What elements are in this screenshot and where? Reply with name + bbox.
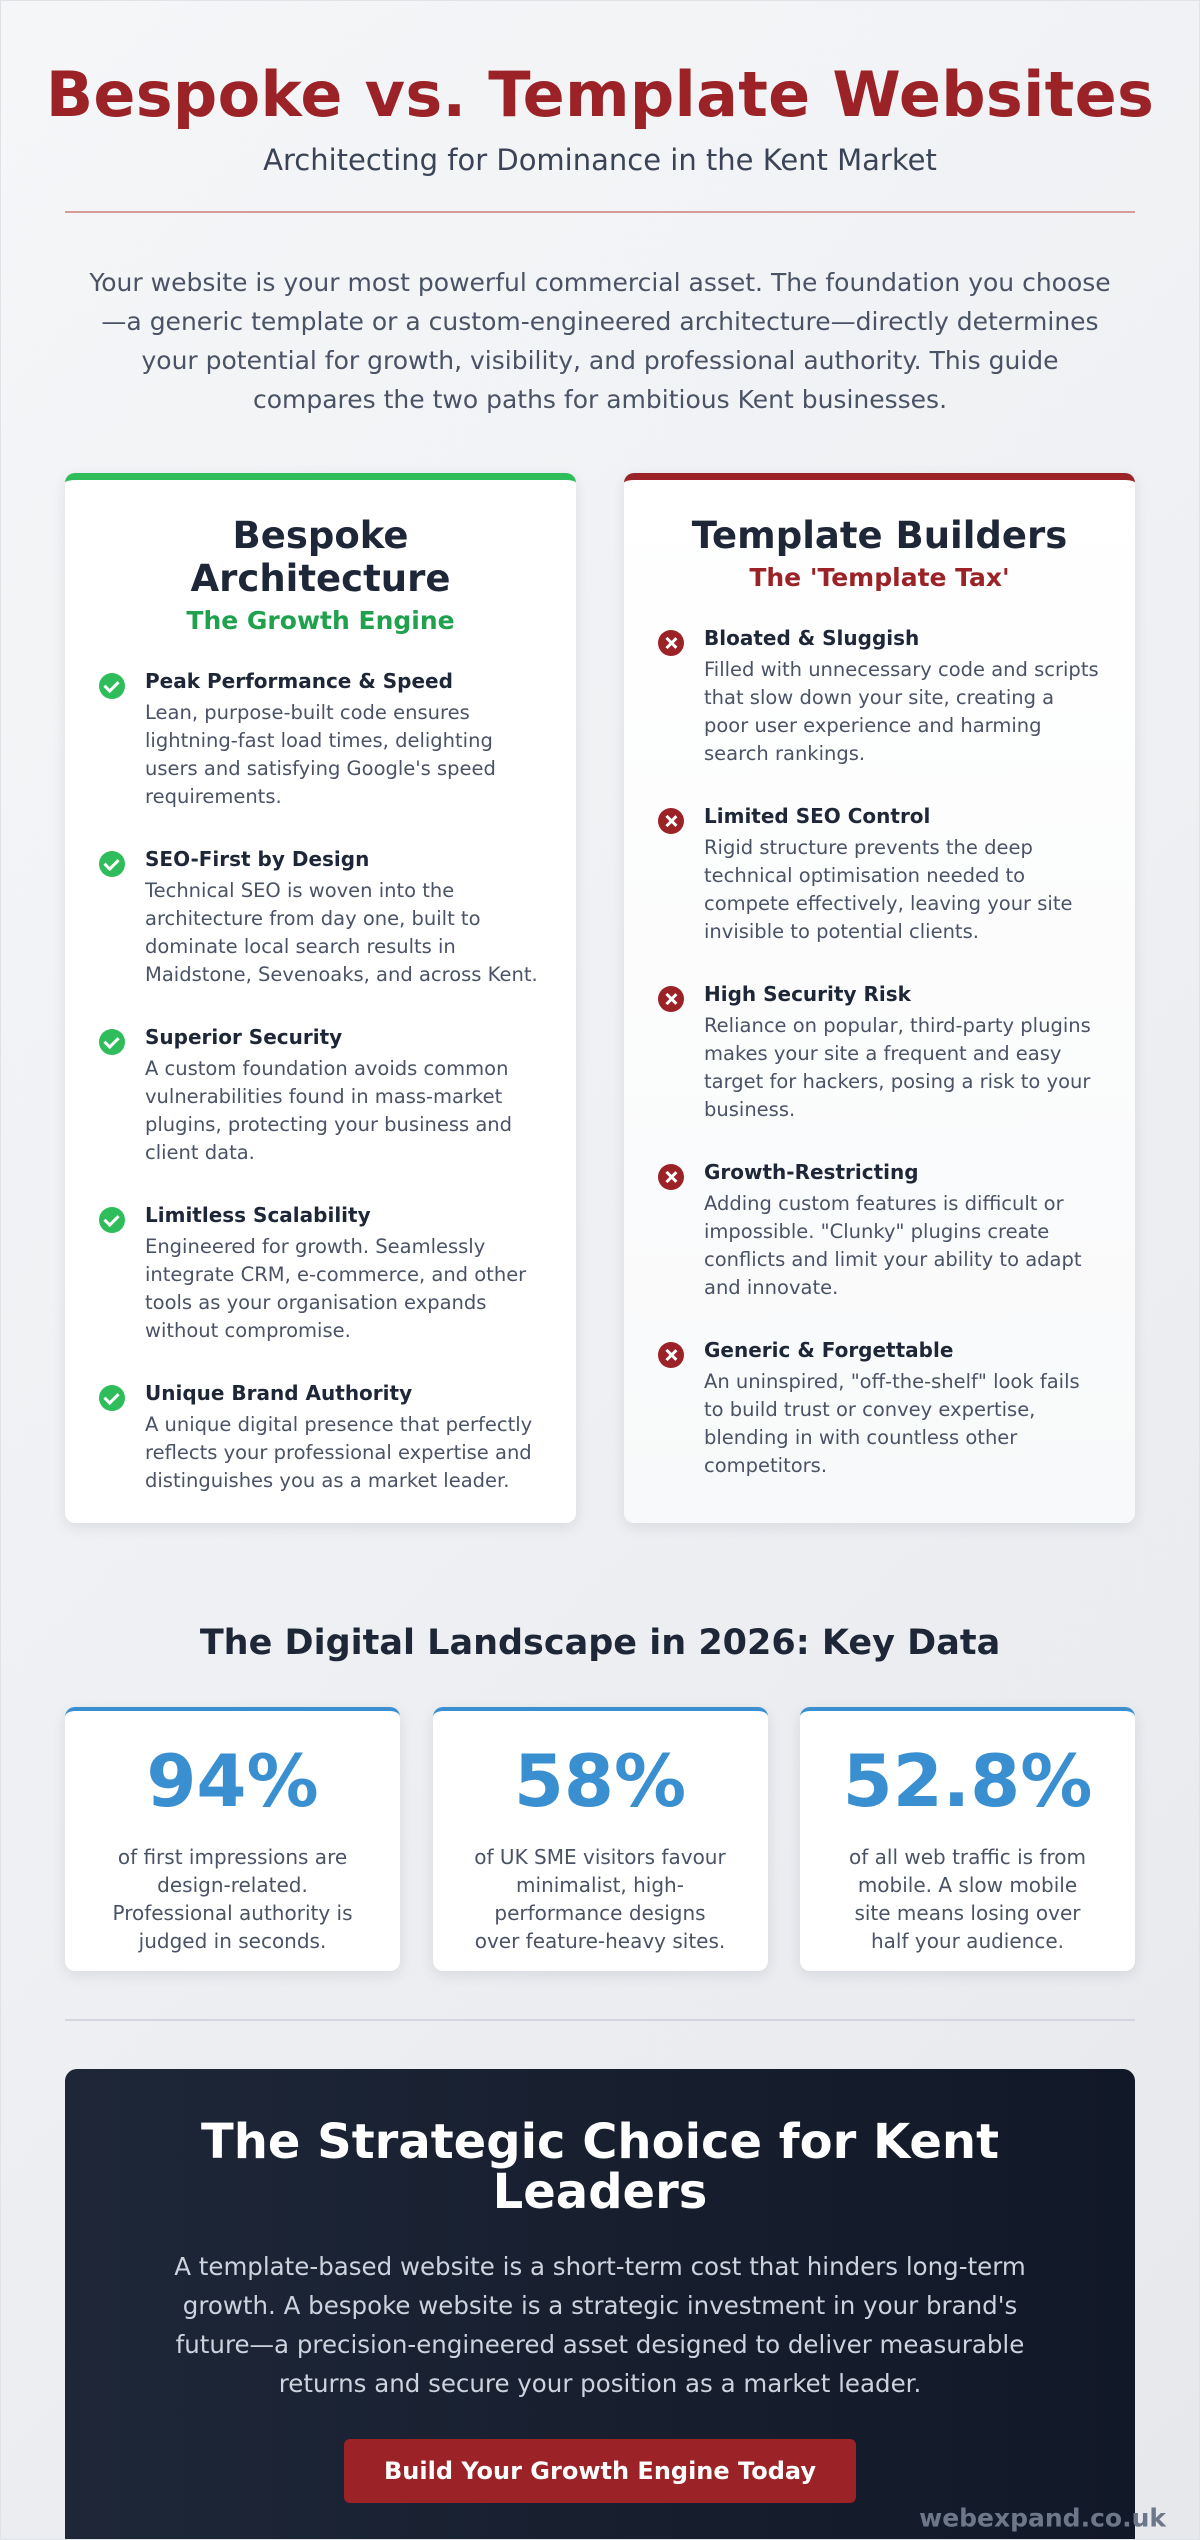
- data-section-title: The Digital Landscape in 2026: Key Data: [199, 1623, 1001, 1663]
- item-text: Adding custom features is difficult or i…: [704, 1192, 1082, 1299]
- list-item: SEO-First by Design Technical SEO is wov…: [99, 847, 542, 989]
- section-divider: [65, 2019, 1135, 2021]
- page-title: Bespoke vs. Template Websites: [45, 58, 1155, 131]
- item-text: Engineered for growth. Seamlessly integr…: [145, 1235, 527, 1342]
- item-text: A unique digital presence that perfectly…: [145, 1413, 533, 1492]
- template-card-title: Template Builders: [691, 514, 1068, 557]
- item-title: Unique Brand Authority: [145, 1381, 413, 1405]
- item-text: Filled with unnecessary code and scripts…: [704, 658, 1099, 765]
- x-circle-icon: [658, 808, 684, 834]
- x-circle-icon: [658, 986, 684, 1012]
- stat-text: of first impressions are design-related.…: [112, 1845, 353, 1953]
- x-circle-icon: [658, 1342, 684, 1368]
- item-title: Superior Security: [145, 1025, 343, 1049]
- item-title: Limited SEO Control: [704, 804, 931, 828]
- footer-url[interactable]: webexpand.co.uk: [919, 2503, 1166, 2533]
- item-title: High Security Risk: [704, 982, 911, 1006]
- x-circle-icon: [658, 1164, 684, 1190]
- stat-text: of all web traffic is from mobile. A slo…: [849, 1845, 1086, 1953]
- item-title: Limitless Scalability: [145, 1203, 371, 1227]
- item-title: SEO-First by Design: [145, 847, 370, 871]
- stats-section: 94% of first impressions are design-rela…: [65, 1707, 1135, 1971]
- bespoke-card-subtitle: The Growth Engine: [186, 606, 455, 635]
- stat-value: 58%: [513, 1739, 687, 1823]
- comparison-section: Bespoke Architecture The Growth Engine P…: [65, 473, 1135, 1523]
- check-circle-icon: [99, 851, 125, 877]
- stat-card: 58% of UK SME visitors favour minimalist…: [432, 1707, 768, 1971]
- intro-paragraph: Your website is your most powerful comme…: [89, 268, 1111, 414]
- list-item: Bloated & Sluggish Filled with unnecessa…: [658, 626, 1101, 768]
- header: Bespoke vs. Template Websites Architecti…: [0, 0, 1200, 213]
- list-item: Superior Security A custom foundation av…: [99, 1025, 542, 1167]
- item-text: Rigid structure prevents the deep techni…: [704, 836, 1073, 943]
- template-list: Bloated & Sluggish Filled with unnecessa…: [658, 626, 1101, 1480]
- header-divider: [65, 211, 1135, 213]
- template-card-subtitle: The 'Template Tax': [749, 563, 1010, 592]
- list-item: Growth-Restricting Adding custom feature…: [658, 1160, 1101, 1302]
- item-title: Growth-Restricting: [704, 1160, 919, 1184]
- item-text: Technical SEO is woven into the architec…: [145, 879, 538, 986]
- bespoke-list: Peak Performance & Speed Lean, purpose-b…: [99, 669, 542, 1495]
- list-item: High Security Risk Reliance on popular, …: [658, 982, 1101, 1124]
- list-item: Unique Brand Authority A unique digital …: [99, 1381, 542, 1495]
- check-circle-icon: [99, 1385, 125, 1411]
- list-item: Limitless Scalability Engineered for gro…: [99, 1203, 542, 1345]
- item-text: Reliance on popular, third-party plugins…: [704, 1014, 1091, 1121]
- stat-value: 94%: [146, 1739, 319, 1823]
- x-circle-icon: [658, 630, 684, 656]
- check-circle-icon: [99, 1207, 125, 1233]
- stat-card: 52.8% of all web traffic is from mobile.…: [800, 1707, 1135, 1971]
- template-card: Template Builders The 'Template Tax' Blo…: [624, 473, 1135, 1523]
- list-item: Generic & Forgettable An uninspired, "of…: [658, 1338, 1101, 1480]
- bespoke-card-title: Bespoke Architecture: [190, 514, 451, 600]
- cta-button[interactable]: Build Your Growth Engine Today: [344, 2439, 856, 2503]
- check-circle-icon: [99, 673, 125, 699]
- cta-panel: The Strategic Choice for Kent Leaders A …: [65, 2069, 1135, 2540]
- item-title: Peak Performance & Speed: [145, 669, 453, 693]
- stat-value: 52.8%: [842, 1739, 1093, 1823]
- item-text: Lean, purpose-built code ensures lightni…: [145, 701, 496, 808]
- item-title: Generic & Forgettable: [704, 1338, 954, 1362]
- list-item: Peak Performance & Speed Lean, purpose-b…: [99, 669, 542, 811]
- item-text: A custom foundation avoids common vulner…: [145, 1057, 513, 1164]
- check-circle-icon: [99, 1029, 125, 1055]
- page-subtitle: Architecting for Dominance in the Kent M…: [263, 143, 937, 177]
- cta-text: A template-based website is a short-term…: [174, 2252, 1026, 2398]
- item-text: An uninspired, "off-the-shelf" look fail…: [704, 1370, 1080, 1477]
- list-item: Limited SEO Control Rigid structure prev…: [658, 804, 1101, 946]
- stat-text: of UK SME visitors favour minimalist, hi…: [474, 1845, 726, 1953]
- cta-title: The Strategic Choice for Kent Leaders: [200, 2114, 1000, 2220]
- item-title: Bloated & Sluggish: [704, 626, 920, 650]
- bespoke-card: Bespoke Architecture The Growth Engine P…: [65, 473, 576, 1523]
- stat-card: 94% of first impressions are design-rela…: [65, 1707, 400, 1971]
